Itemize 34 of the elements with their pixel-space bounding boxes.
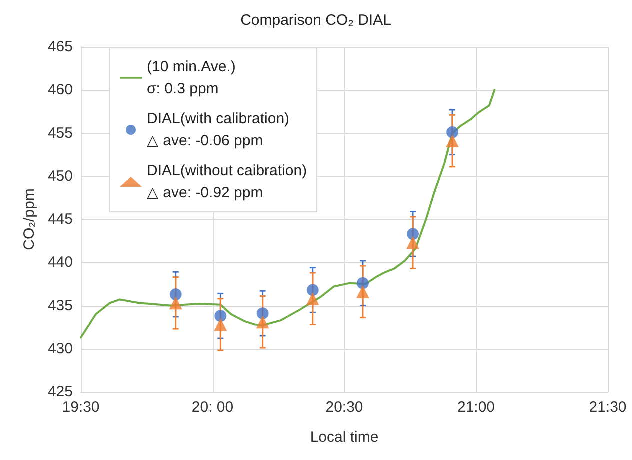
point <box>446 126 459 138</box>
point <box>306 284 319 296</box>
legend-label: DIAL(with calibration) △ ave: -0.06 ppm <box>147 110 290 150</box>
legend-label: DIAL(without caibration) △ ave: -0.92 ppm <box>147 162 308 202</box>
point <box>356 285 370 298</box>
point <box>170 288 182 301</box>
y-tick-label: 435 <box>48 297 73 314</box>
x-tick-label: 21:30 <box>589 399 627 416</box>
point <box>306 292 320 306</box>
point <box>356 277 369 290</box>
y-tick-label: 430 <box>48 340 73 358</box>
x-tick-label: 20:30 <box>326 399 364 416</box>
point <box>406 236 420 250</box>
point <box>214 318 228 332</box>
chart-title: Comparison CO₂ DIAL <box>240 12 392 29</box>
y-tick-label: 445 <box>48 211 73 228</box>
x-tick-label: 20: 00 <box>192 399 234 416</box>
y-tick-label: 450 <box>48 168 73 185</box>
y-axis-title: CO₂/ppm <box>21 188 38 250</box>
y-tick-label: 460 <box>48 82 73 99</box>
point <box>214 310 227 322</box>
x-axis-title: Local time <box>310 429 379 446</box>
y-tick-label: 440 <box>48 254 73 272</box>
x-tick-label: 19:30 <box>62 399 100 416</box>
point <box>256 308 269 320</box>
point <box>407 228 420 240</box>
y-tick-label: 425 <box>48 384 73 400</box>
y-tick-label: 465 <box>48 38 73 56</box>
point <box>169 296 182 310</box>
point <box>256 316 270 329</box>
x-tick-label: 21:00 <box>457 399 496 416</box>
y-tick-label: 455 <box>48 124 73 142</box>
point <box>446 134 460 148</box>
legend-label: (10 min.Ave.) σ: 0.3 ppm <box>147 58 236 98</box>
